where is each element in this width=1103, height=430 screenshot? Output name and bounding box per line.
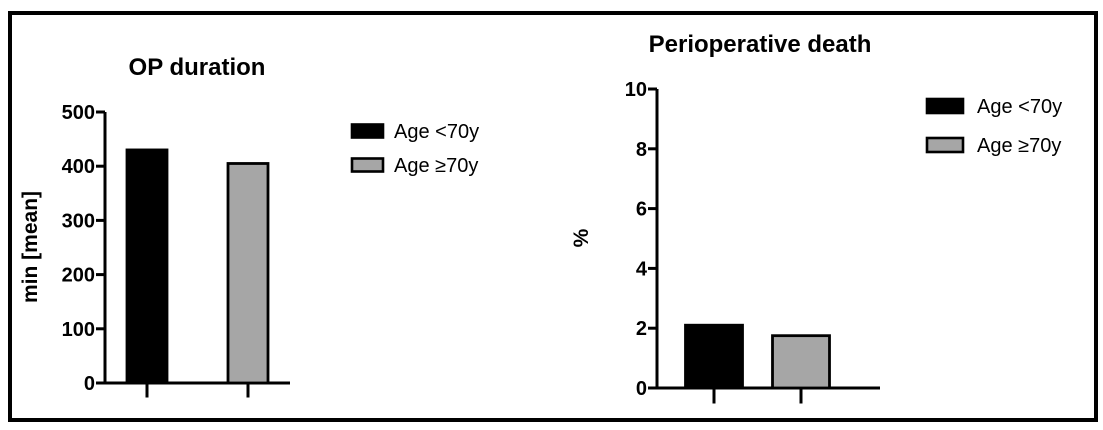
bar-age-under-70 xyxy=(684,323,744,390)
legend-swatch-age-70-plus xyxy=(925,136,965,154)
figure-border xyxy=(8,11,1098,422)
bar-age-70-plus xyxy=(771,334,831,390)
bar-age-70-plus xyxy=(226,162,270,385)
y-tick-label: 400 xyxy=(62,156,95,178)
legend-label: Age <70y xyxy=(977,96,1062,118)
y-tick-label: 0 xyxy=(636,378,647,400)
chart-title: Perioperative death xyxy=(649,31,872,58)
y-tick-label: 0 xyxy=(84,373,95,395)
y-axis-label: min [mean] xyxy=(19,191,42,303)
y-axis-label: % xyxy=(570,228,593,247)
y-tick-label: 500 xyxy=(62,102,95,124)
chart-1: OP duration min [mean] 0 100 200 300 400 500 Age… xyxy=(19,54,479,398)
chart-title: OP duration xyxy=(129,54,266,81)
y-tick-label: 8 xyxy=(636,139,647,161)
y-tick-label: 300 xyxy=(62,210,95,232)
y-tick-label: 100 xyxy=(62,319,95,341)
y-tick-label: 200 xyxy=(62,265,95,287)
legend-swatch-age-under-70 xyxy=(350,123,385,139)
y-tick-label: 2 xyxy=(636,318,647,340)
y-tick-label: 4 xyxy=(636,258,648,280)
legend-label: Age ≥70y xyxy=(977,135,1061,157)
chart-2: Perioperative death% 0 2 4 6 8 10 Age <70y Age ≥… xyxy=(570,31,1062,404)
bar-age-under-70 xyxy=(125,148,169,385)
legend-label: Age ≥70y xyxy=(394,155,478,177)
legend-label: Age <70y xyxy=(394,121,479,143)
legend-swatch-age-under-70 xyxy=(925,97,965,115)
y-tick-label: 10 xyxy=(625,79,647,101)
legend-swatch-age-70-plus xyxy=(350,157,385,173)
y-tick-label: 6 xyxy=(636,199,647,221)
